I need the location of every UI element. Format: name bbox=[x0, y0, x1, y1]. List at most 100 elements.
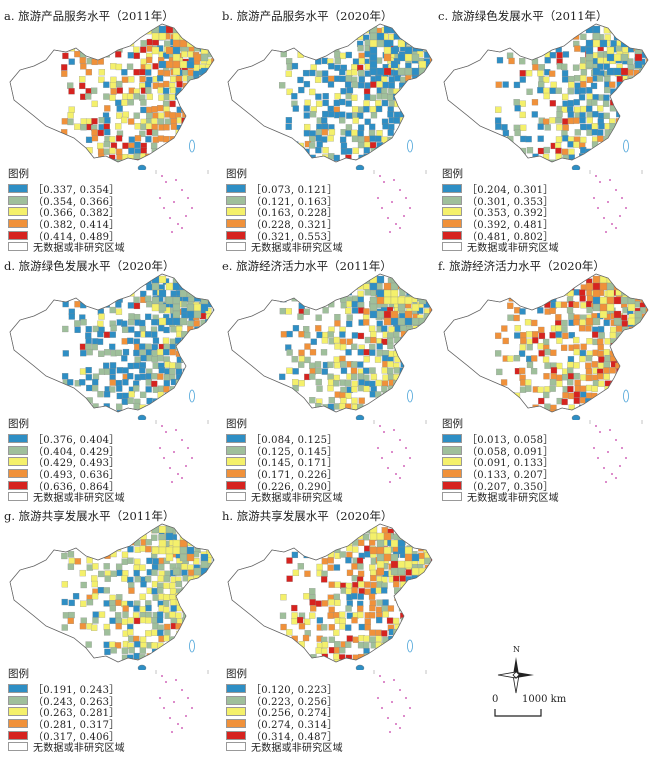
panel-title: d. 旅游绿色发展水平（2020年） bbox=[4, 259, 175, 273]
region-cell bbox=[368, 325, 376, 332]
region-cell bbox=[567, 361, 574, 369]
region-cell bbox=[85, 289, 93, 296]
region-cell bbox=[613, 25, 622, 34]
region-cell bbox=[429, 116, 432, 124]
region-cell bbox=[309, 69, 316, 77]
region-cell bbox=[613, 275, 622, 284]
region-cell bbox=[115, 135, 123, 142]
region-cell bbox=[193, 277, 200, 285]
region-cell bbox=[321, 296, 328, 303]
region-cell bbox=[400, 99, 407, 106]
region-cell bbox=[186, 380, 194, 387]
region-cell bbox=[162, 100, 170, 108]
region-cell bbox=[193, 404, 201, 411]
legend-swatch bbox=[8, 742, 28, 752]
region-cell bbox=[591, 123, 598, 130]
region-cell bbox=[109, 82, 117, 89]
region-cell bbox=[418, 93, 425, 101]
region-cell bbox=[369, 67, 378, 76]
region-cell bbox=[339, 338, 347, 345]
region-cell bbox=[500, 379, 508, 386]
region-cell bbox=[321, 123, 329, 130]
region-cell bbox=[127, 33, 134, 40]
region-cell bbox=[495, 106, 502, 113]
region-cell bbox=[399, 623, 406, 630]
region-cell bbox=[430, 27, 432, 34]
region-cell bbox=[157, 659, 164, 662]
region-cell bbox=[334, 320, 341, 327]
region-cell bbox=[424, 660, 431, 662]
region-cell bbox=[399, 130, 406, 137]
region-cell bbox=[298, 355, 305, 363]
region-cell bbox=[424, 587, 431, 594]
region-cell bbox=[418, 148, 425, 155]
region-cell bbox=[133, 313, 141, 321]
island-dot bbox=[603, 467, 605, 469]
region-cell bbox=[429, 350, 432, 357]
region-cell bbox=[633, 337, 640, 344]
region-cell bbox=[610, 40, 617, 47]
region-cell bbox=[412, 636, 419, 644]
legend-item: （0.058, 0.091］ bbox=[442, 445, 559, 458]
region-cell bbox=[634, 53, 643, 62]
island-dot bbox=[625, 457, 627, 459]
region-cell bbox=[165, 553, 174, 562]
region-cell bbox=[417, 409, 425, 412]
region-cell bbox=[187, 332, 194, 340]
legend-item-nodata: 无数据或非研究区域 bbox=[8, 241, 125, 254]
region-cell bbox=[157, 629, 164, 637]
region-cell bbox=[357, 332, 365, 340]
legend-swatch bbox=[8, 445, 28, 455]
region-cell bbox=[640, 81, 647, 88]
region-cell bbox=[169, 582, 176, 589]
island-dot bbox=[379, 175, 381, 177]
region-cell bbox=[188, 588, 195, 595]
region-cell bbox=[321, 368, 328, 375]
south-china-sea-inset bbox=[589, 420, 643, 483]
region-cell bbox=[315, 314, 322, 321]
region-cell bbox=[383, 67, 392, 76]
region-cell bbox=[519, 76, 526, 83]
region-cell bbox=[316, 385, 323, 392]
region-cell bbox=[62, 350, 69, 357]
region-cell bbox=[376, 567, 385, 576]
region-cell bbox=[586, 87, 593, 94]
region-cell bbox=[579, 319, 586, 326]
region-cell bbox=[351, 386, 358, 393]
island-dot bbox=[619, 215, 621, 217]
region-cell bbox=[172, 317, 181, 326]
region-cell bbox=[606, 53, 615, 62]
region-cell bbox=[172, 275, 181, 284]
hainan-island bbox=[571, 414, 581, 420]
region-cell bbox=[645, 62, 648, 70]
region-cell bbox=[429, 105, 432, 113]
region-cell bbox=[334, 40, 341, 48]
region-cell bbox=[423, 648, 430, 656]
region-cell bbox=[357, 141, 365, 149]
region-cell bbox=[322, 278, 330, 286]
region-cell bbox=[393, 654, 400, 661]
region-cell bbox=[80, 63, 87, 70]
region-cell bbox=[122, 611, 129, 618]
region-cell bbox=[633, 362, 640, 369]
region-cell bbox=[181, 386, 188, 394]
region-cell bbox=[163, 582, 170, 589]
island-dot bbox=[387, 217, 389, 219]
legend-swatch bbox=[8, 195, 28, 205]
region-cell bbox=[200, 575, 207, 582]
hainan-island bbox=[137, 164, 147, 170]
region-cell bbox=[193, 539, 202, 548]
region-cell bbox=[211, 581, 214, 588]
region-cell bbox=[199, 338, 207, 345]
region-cell bbox=[200, 46, 209, 55]
region-cell bbox=[308, 142, 316, 149]
region-cell bbox=[158, 275, 167, 284]
region-cell bbox=[175, 75, 183, 83]
region-cell bbox=[181, 569, 188, 577]
region-cell bbox=[423, 106, 430, 113]
region-cell bbox=[586, 124, 593, 131]
region-cell bbox=[387, 652, 394, 660]
region-cell bbox=[567, 100, 574, 107]
region-cell bbox=[322, 70, 329, 77]
region-cell bbox=[411, 282, 420, 291]
